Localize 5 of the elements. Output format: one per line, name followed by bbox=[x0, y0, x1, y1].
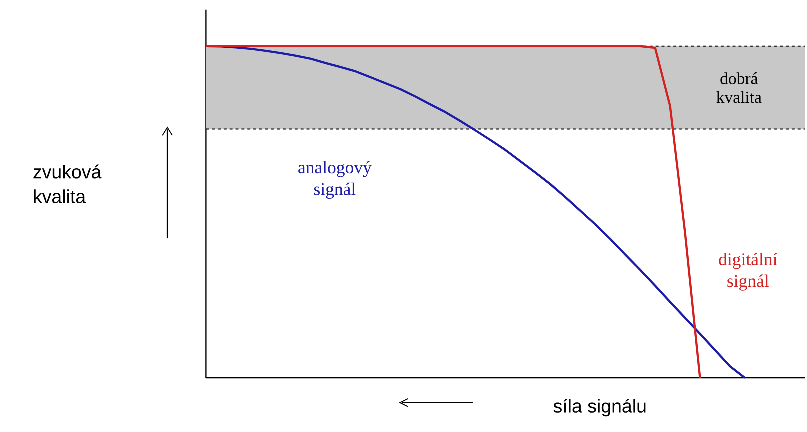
band-label: dobrá kvalita bbox=[716, 72, 762, 104]
text: analogový signál bbox=[298, 161, 372, 200]
series-label: digitální signál bbox=[719, 253, 778, 292]
x-axis-title: síla signálu bbox=[554, 399, 646, 417]
text: zvuková kvalita bbox=[34, 165, 102, 204]
